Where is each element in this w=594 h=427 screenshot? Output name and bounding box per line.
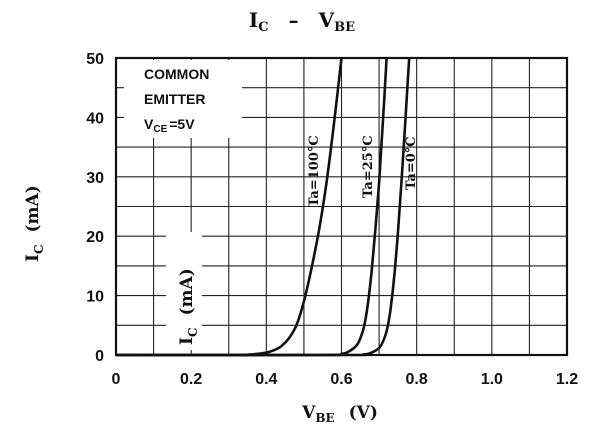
y-tick-label: 0	[95, 348, 104, 365]
xlabel-unit: (V)	[349, 403, 378, 423]
chart-title: IC – VBE	[249, 8, 355, 35]
x-tick-label: 0.4	[255, 371, 277, 388]
legend-box-background	[124, 60, 242, 138]
title-vbe: V	[318, 8, 335, 32]
series-label-25c: Ta=25°C	[361, 135, 376, 198]
title-ic: I	[249, 8, 258, 32]
y-tick-label: 30	[86, 170, 104, 187]
ylabel-i: I	[23, 254, 43, 262]
inner-ylabel-i: I	[177, 337, 197, 345]
inner-ylabel-sub: C	[186, 327, 200, 337]
y-tick-label: 50	[86, 51, 104, 68]
legend-line-common: COMMON	[144, 66, 209, 82]
title-vbe-sub: BE	[334, 20, 355, 35]
y-tick-label: 10	[86, 289, 104, 306]
xlabel-v: V	[301, 403, 316, 423]
x-tick-label: 0.8	[406, 371, 428, 388]
x-tick-label: 0.2	[180, 371, 202, 388]
series-label-0c: Ta=0°C	[404, 136, 419, 190]
legend-condition-sub: CE	[153, 124, 167, 135]
ylabel-unit: (mA)	[23, 185, 43, 232]
y-tick-label: 20	[86, 229, 104, 246]
y-tick-label: 40	[86, 110, 104, 127]
plot-frame	[114, 56, 569, 357]
x-axis-label: VBE (V)	[301, 403, 378, 425]
x-tick-label: 0.6	[330, 371, 352, 388]
legend-line-emitter: EMITTER	[144, 91, 205, 107]
title-dash: –	[289, 8, 299, 32]
xlabel-sub: BE	[315, 411, 334, 425]
inner-y-axis-label: IC (mA)	[177, 268, 200, 345]
series-label-100c: Ta=100°C	[307, 135, 322, 207]
y-axis-label: IC (mA)	[23, 185, 46, 262]
legend-condition-value: =5V	[169, 116, 195, 132]
legend-condition: VCE =5V	[144, 116, 195, 135]
inner-ylabel-background	[166, 232, 202, 350]
x-tick-label: 1.2	[556, 371, 578, 388]
ylabel-sub: C	[32, 244, 46, 254]
title-ic-sub: C	[258, 20, 268, 35]
x-tick-label: 1.0	[481, 371, 503, 388]
x-tick-label: 0	[112, 371, 121, 388]
legend-condition-v: V	[144, 116, 154, 132]
tick-labels: 0 0.2 0.4 0.6 0.8 1.0 1.2 0 10 20 30 40 50	[86, 51, 578, 388]
inner-ylabel-unit: (mA)	[177, 268, 197, 315]
